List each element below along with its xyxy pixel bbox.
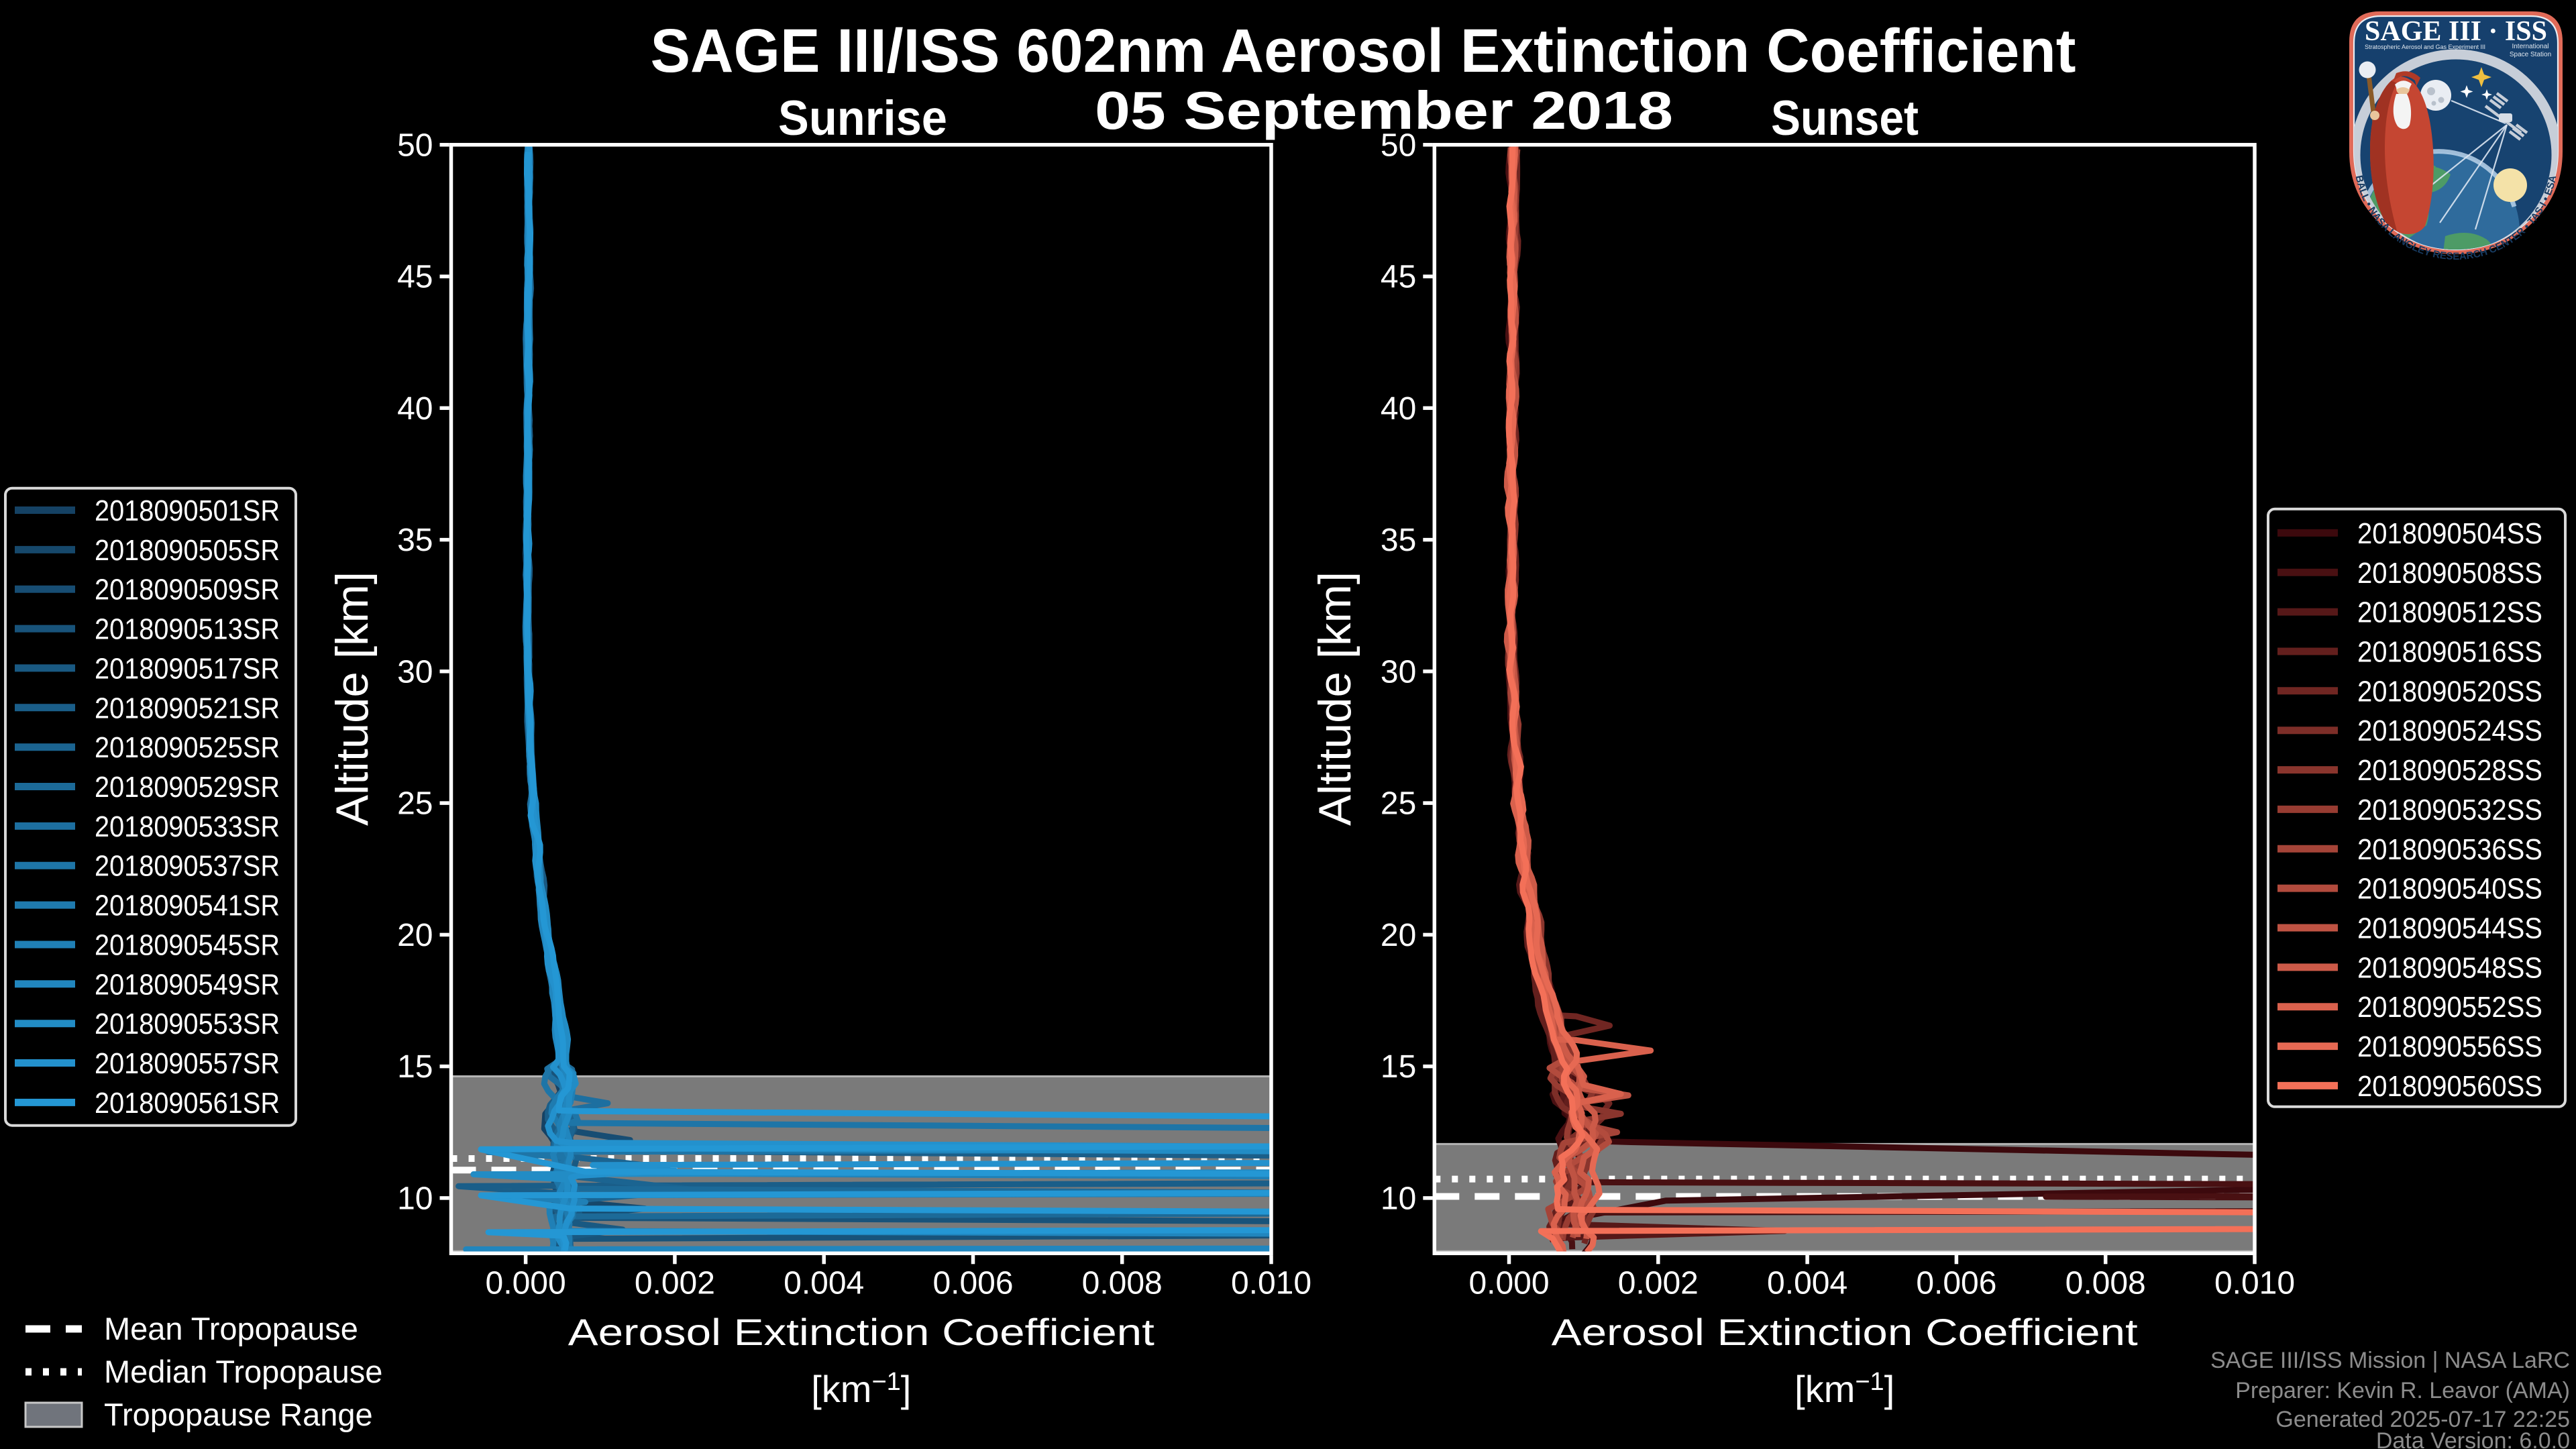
svg-text:15: 15 — [397, 1049, 433, 1085]
svg-text:50: 50 — [1381, 127, 1416, 163]
svg-text:30: 30 — [1381, 654, 1416, 690]
svg-text:2018090552SS: 2018090552SS — [2357, 991, 2542, 1024]
svg-text:0.006: 0.006 — [1916, 1265, 1996, 1301]
svg-text:Mean Tropopause: Mean Tropopause — [104, 1311, 358, 1346]
svg-text:2018090556SS: 2018090556SS — [2357, 1030, 2542, 1063]
svg-text:0.010: 0.010 — [2214, 1265, 2295, 1301]
svg-text:International: International — [2512, 43, 2548, 50]
svg-text:35: 35 — [1381, 523, 1416, 558]
svg-text:Space Station: Space Station — [2510, 51, 2551, 58]
svg-text:2018090520SS: 2018090520SS — [2357, 675, 2542, 708]
svg-text:2018090505SR: 2018090505SR — [95, 534, 280, 567]
svg-text:2018090504SS: 2018090504SS — [2357, 517, 2542, 550]
svg-text:2018090525SR: 2018090525SR — [95, 731, 280, 764]
svg-text:40: 40 — [1381, 391, 1416, 427]
svg-text:Tropopause Range: Tropopause Range — [104, 1397, 373, 1432]
svg-text:2018090548SS: 2018090548SS — [2357, 951, 2542, 984]
svg-text:2018090537SR: 2018090537SR — [95, 850, 280, 883]
svg-text:0.008: 0.008 — [1082, 1265, 1163, 1301]
svg-text:10: 10 — [1381, 1181, 1416, 1216]
svg-text:40: 40 — [397, 391, 433, 427]
svg-text:10: 10 — [397, 1181, 433, 1216]
svg-text:2018090540SS: 2018090540SS — [2357, 873, 2542, 906]
svg-text:25: 25 — [1381, 786, 1416, 822]
svg-text:0.004: 0.004 — [784, 1265, 864, 1301]
svg-text:2018090541SR: 2018090541SR — [95, 890, 280, 922]
svg-text:50: 50 — [397, 127, 433, 163]
svg-text:2018090524SS: 2018090524SS — [2357, 714, 2542, 747]
svg-text:45: 45 — [397, 260, 433, 295]
svg-text:15: 15 — [1381, 1049, 1416, 1085]
svg-text:05 September 2018: 05 September 2018 — [1095, 80, 1673, 140]
svg-text:2018090533SR: 2018090533SR — [95, 810, 280, 843]
svg-text:SAGE III/ISS Mission | NASA La: SAGE III/ISS Mission | NASA LaRC — [2210, 1348, 2570, 1373]
svg-text:Altitude [km]: Altitude [km] — [1309, 572, 1360, 826]
svg-text:Generated 2025-07-17 22:25: Generated 2025-07-17 22:25 — [2275, 1407, 2570, 1432]
svg-text:2018090512SS: 2018090512SS — [2357, 596, 2542, 629]
svg-text:0.000: 0.000 — [1468, 1265, 1549, 1301]
svg-text:2018090557SR: 2018090557SR — [95, 1047, 280, 1080]
svg-text:2018090553SR: 2018090553SR — [95, 1008, 280, 1040]
svg-text:2018090544SS: 2018090544SS — [2357, 912, 2542, 945]
svg-text:45: 45 — [1381, 260, 1416, 295]
svg-text:0.004: 0.004 — [1767, 1265, 1847, 1301]
svg-text:25: 25 — [397, 786, 433, 822]
svg-text:2018090536SS: 2018090536SS — [2357, 833, 2542, 866]
svg-text:Sunrise: Sunrise — [778, 91, 947, 146]
svg-text:0.000: 0.000 — [486, 1265, 566, 1301]
svg-text:2018090508SS: 2018090508SS — [2357, 557, 2542, 590]
svg-text:Altitude [km]: Altitude [km] — [327, 572, 378, 826]
svg-text:Preparer: Kevin R. Leavor (AMA: Preparer: Kevin R. Leavor (AMA) — [2235, 1378, 2570, 1403]
svg-text:2018090528SS: 2018090528SS — [2357, 754, 2542, 787]
svg-text:Sunset: Sunset — [1771, 91, 1919, 146]
svg-text:Aerosol Extinction Coefficient: Aerosol Extinction Coefficient — [568, 1311, 1155, 1353]
svg-text:2018090521SR: 2018090521SR — [95, 692, 280, 724]
svg-text:2018090501SR: 2018090501SR — [95, 494, 280, 527]
svg-text:2018090509SR: 2018090509SR — [95, 574, 280, 606]
svg-text:0.002: 0.002 — [635, 1265, 715, 1301]
svg-text:Median Tropopause: Median Tropopause — [104, 1354, 382, 1389]
svg-text:Aerosol Extinction Coefficient: Aerosol Extinction Coefficient — [1552, 1311, 2139, 1353]
svg-text:35: 35 — [397, 523, 433, 558]
svg-text:2018090516SS: 2018090516SS — [2357, 636, 2542, 669]
svg-text:SAGE III · ISS: SAGE III · ISS — [2365, 16, 2547, 47]
svg-text:Stratospheric Aerosol and Gas: Stratospheric Aerosol and Gas Experiment… — [2365, 44, 2485, 51]
svg-text:2018090561SR: 2018090561SR — [95, 1087, 280, 1120]
svg-text:2018090513SR: 2018090513SR — [95, 613, 280, 646]
svg-text:2018090549SR: 2018090549SR — [95, 968, 280, 1001]
svg-text:2018090532SS: 2018090532SS — [2357, 794, 2542, 826]
svg-text:20: 20 — [397, 918, 433, 953]
svg-text:Data Version: 6.0.0: Data Version: 6.0.0 — [2376, 1428, 2570, 1449]
svg-text:0.010: 0.010 — [1231, 1265, 1311, 1301]
svg-text:20: 20 — [1381, 918, 1416, 953]
svg-text:0.002: 0.002 — [1618, 1265, 1699, 1301]
svg-text:2018090560SS: 2018090560SS — [2357, 1070, 2542, 1103]
svg-text:2018090517SR: 2018090517SR — [95, 652, 280, 685]
svg-text:SAGE III/ISS 602nm Aerosol Ext: SAGE III/ISS 602nm Aerosol Extinction Co… — [651, 17, 2076, 85]
svg-text:2018090545SR: 2018090545SR — [95, 929, 280, 962]
svg-text:0.006: 0.006 — [932, 1265, 1013, 1301]
svg-text:30: 30 — [397, 654, 433, 690]
svg-text:2018090529SR: 2018090529SR — [95, 771, 280, 804]
svg-text:0.008: 0.008 — [2065, 1265, 2146, 1301]
